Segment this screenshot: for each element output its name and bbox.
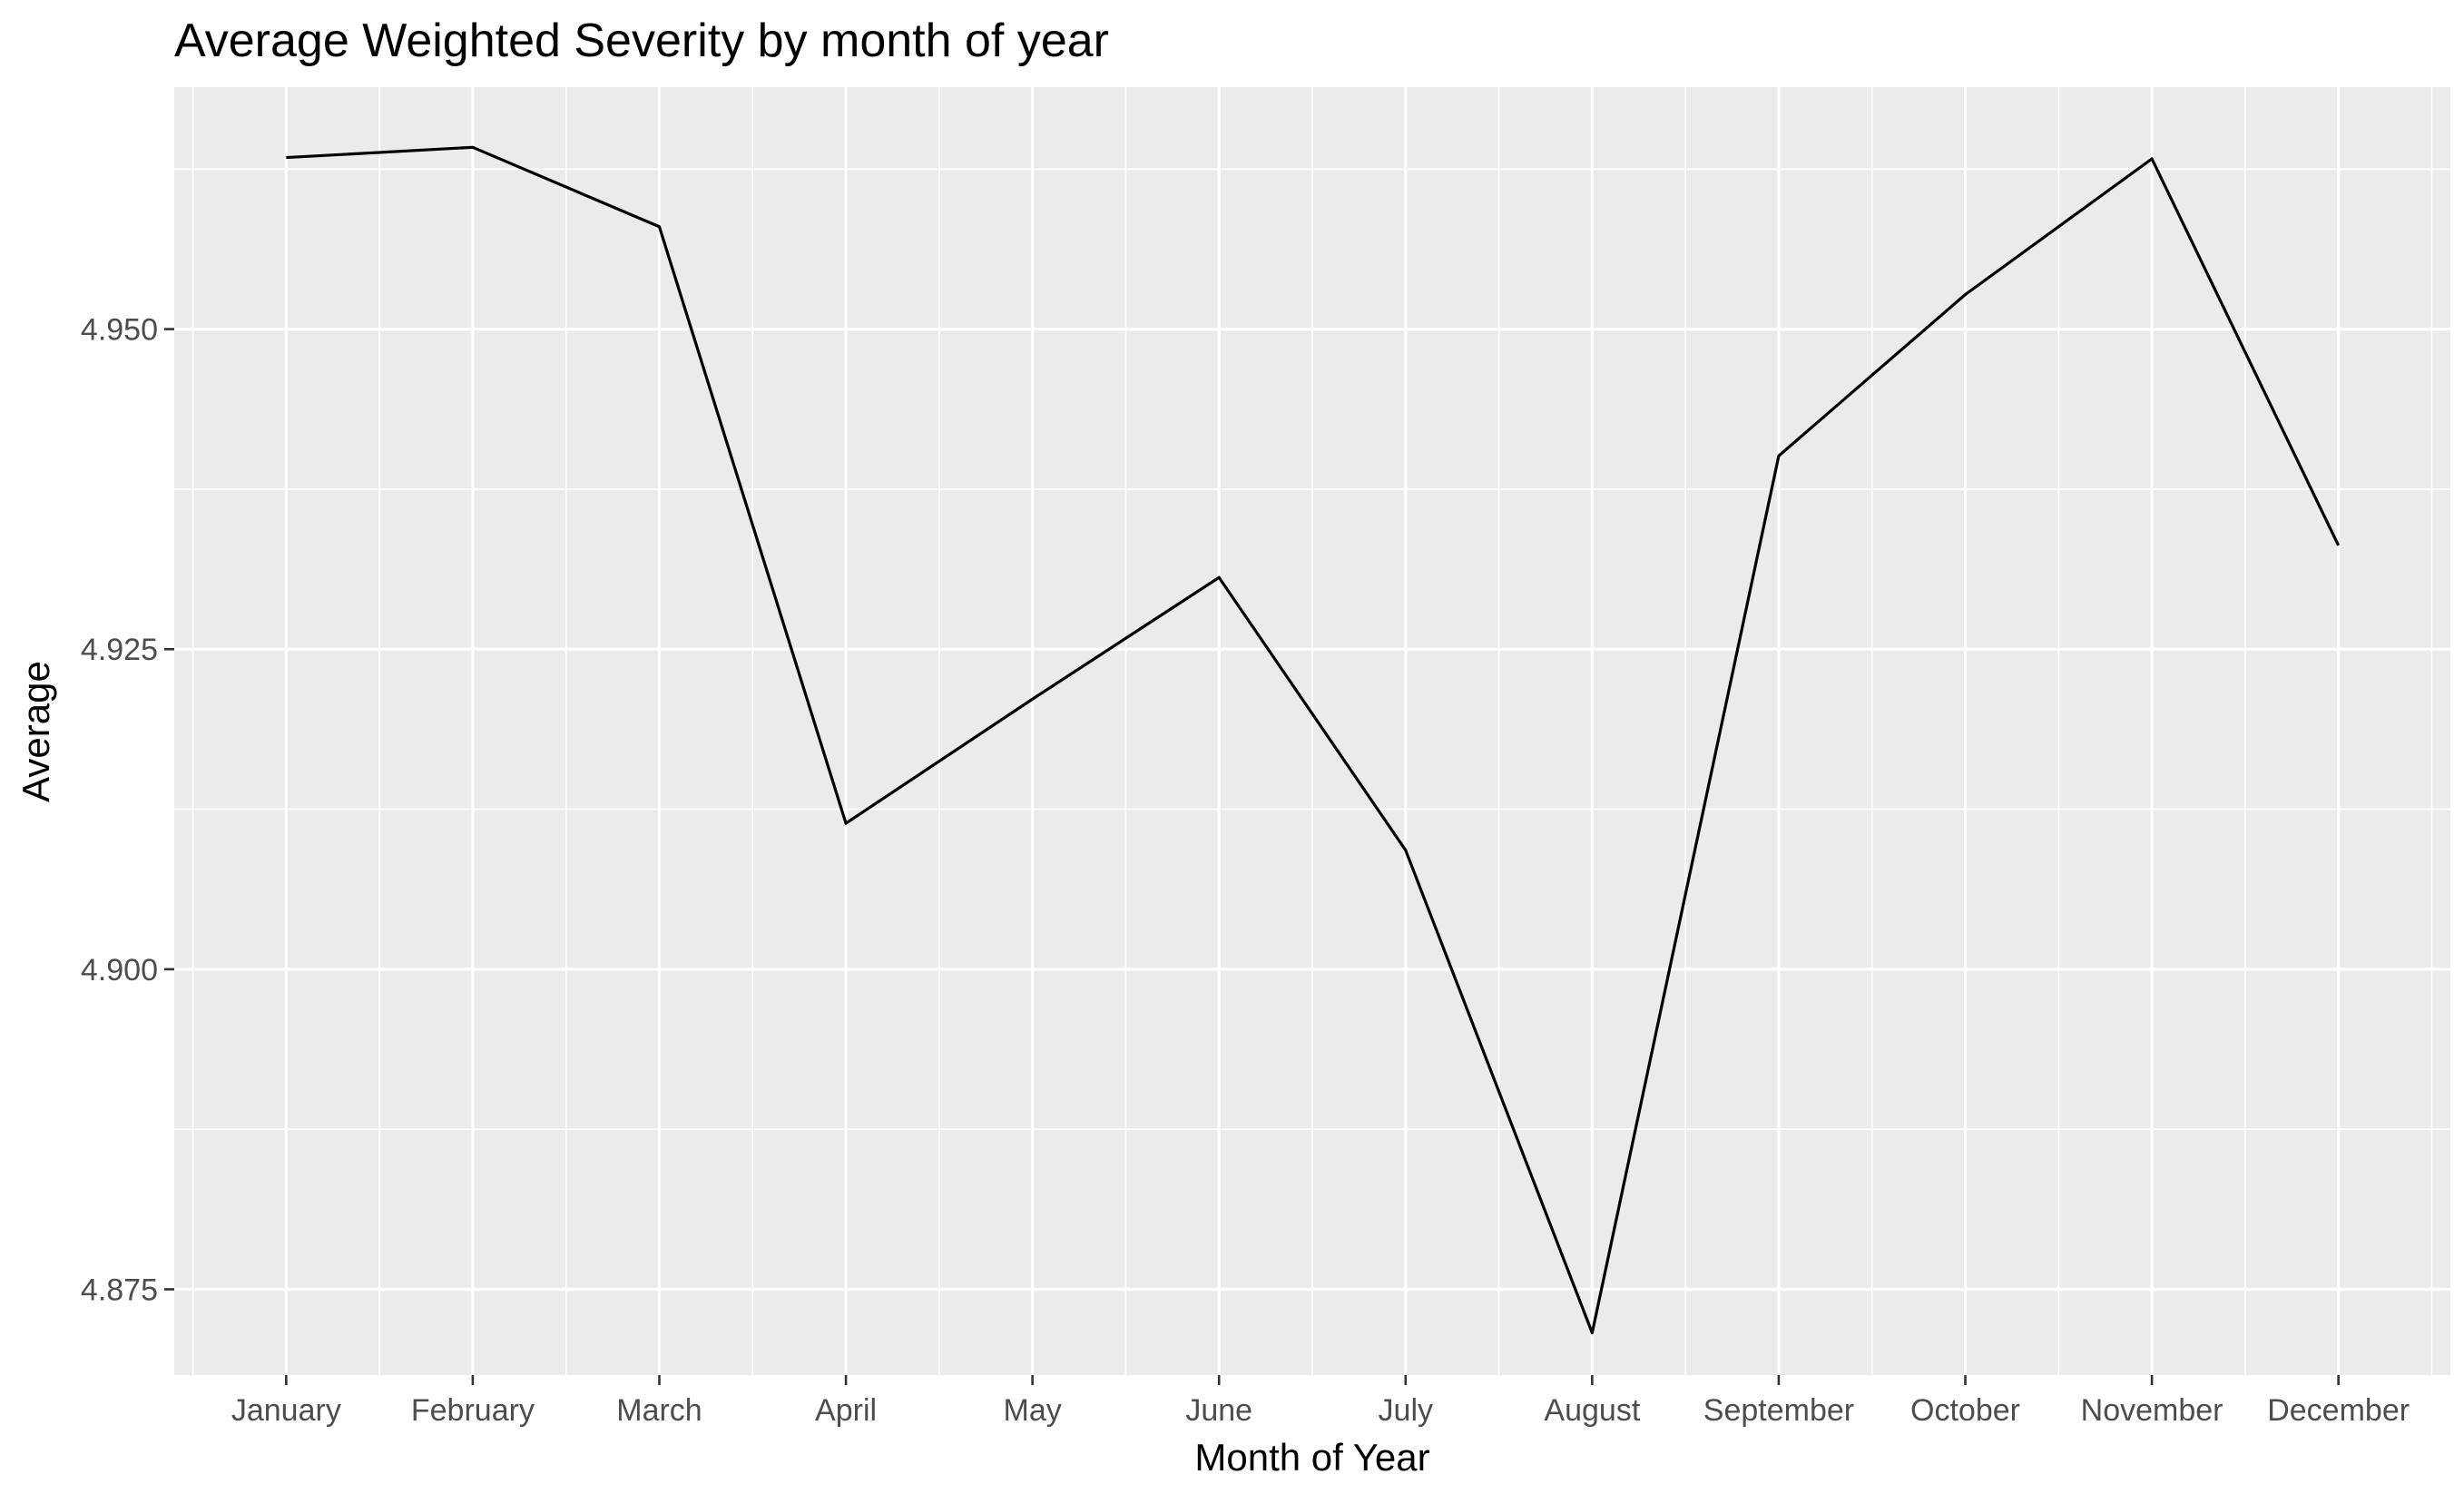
chart-title: Average Weighted Severity by month of ye…	[174, 15, 1109, 67]
x-tick-label: September	[1703, 1393, 1854, 1428]
y-axis-title: Average	[15, 661, 57, 802]
x-tick-label: October	[1910, 1393, 2020, 1428]
minor-gridlines-x	[191, 87, 2433, 1375]
x-axis: January February March April May June July Augu…	[231, 1375, 2410, 1428]
x-axis-title: Month of Year	[1194, 1436, 1429, 1479]
y-tick-label: 4.900	[81, 953, 158, 988]
x-tick-label: December	[2267, 1393, 2410, 1428]
y-axis: 4.875 4.900 4.925 4.950	[81, 313, 174, 1307]
x-tick-label: March	[616, 1393, 702, 1428]
major-gridlines-x	[284, 87, 2341, 1375]
x-tick-label: July	[1379, 1393, 1433, 1428]
series-line	[286, 145, 2341, 1335]
x-tick-label: August	[1544, 1393, 1640, 1428]
y-tick-label: 4.875	[81, 1273, 158, 1307]
y-tick-label: 4.925	[81, 633, 158, 667]
x-tick-label: April	[815, 1393, 877, 1428]
y-tick-label: 4.950	[81, 313, 158, 348]
x-tick-label: January	[231, 1393, 341, 1428]
x-tick-label: June	[1185, 1393, 1252, 1428]
x-tick-label: November	[2081, 1393, 2223, 1428]
x-tick-label: May	[1004, 1393, 1062, 1428]
x-tick-label: February	[411, 1393, 535, 1428]
